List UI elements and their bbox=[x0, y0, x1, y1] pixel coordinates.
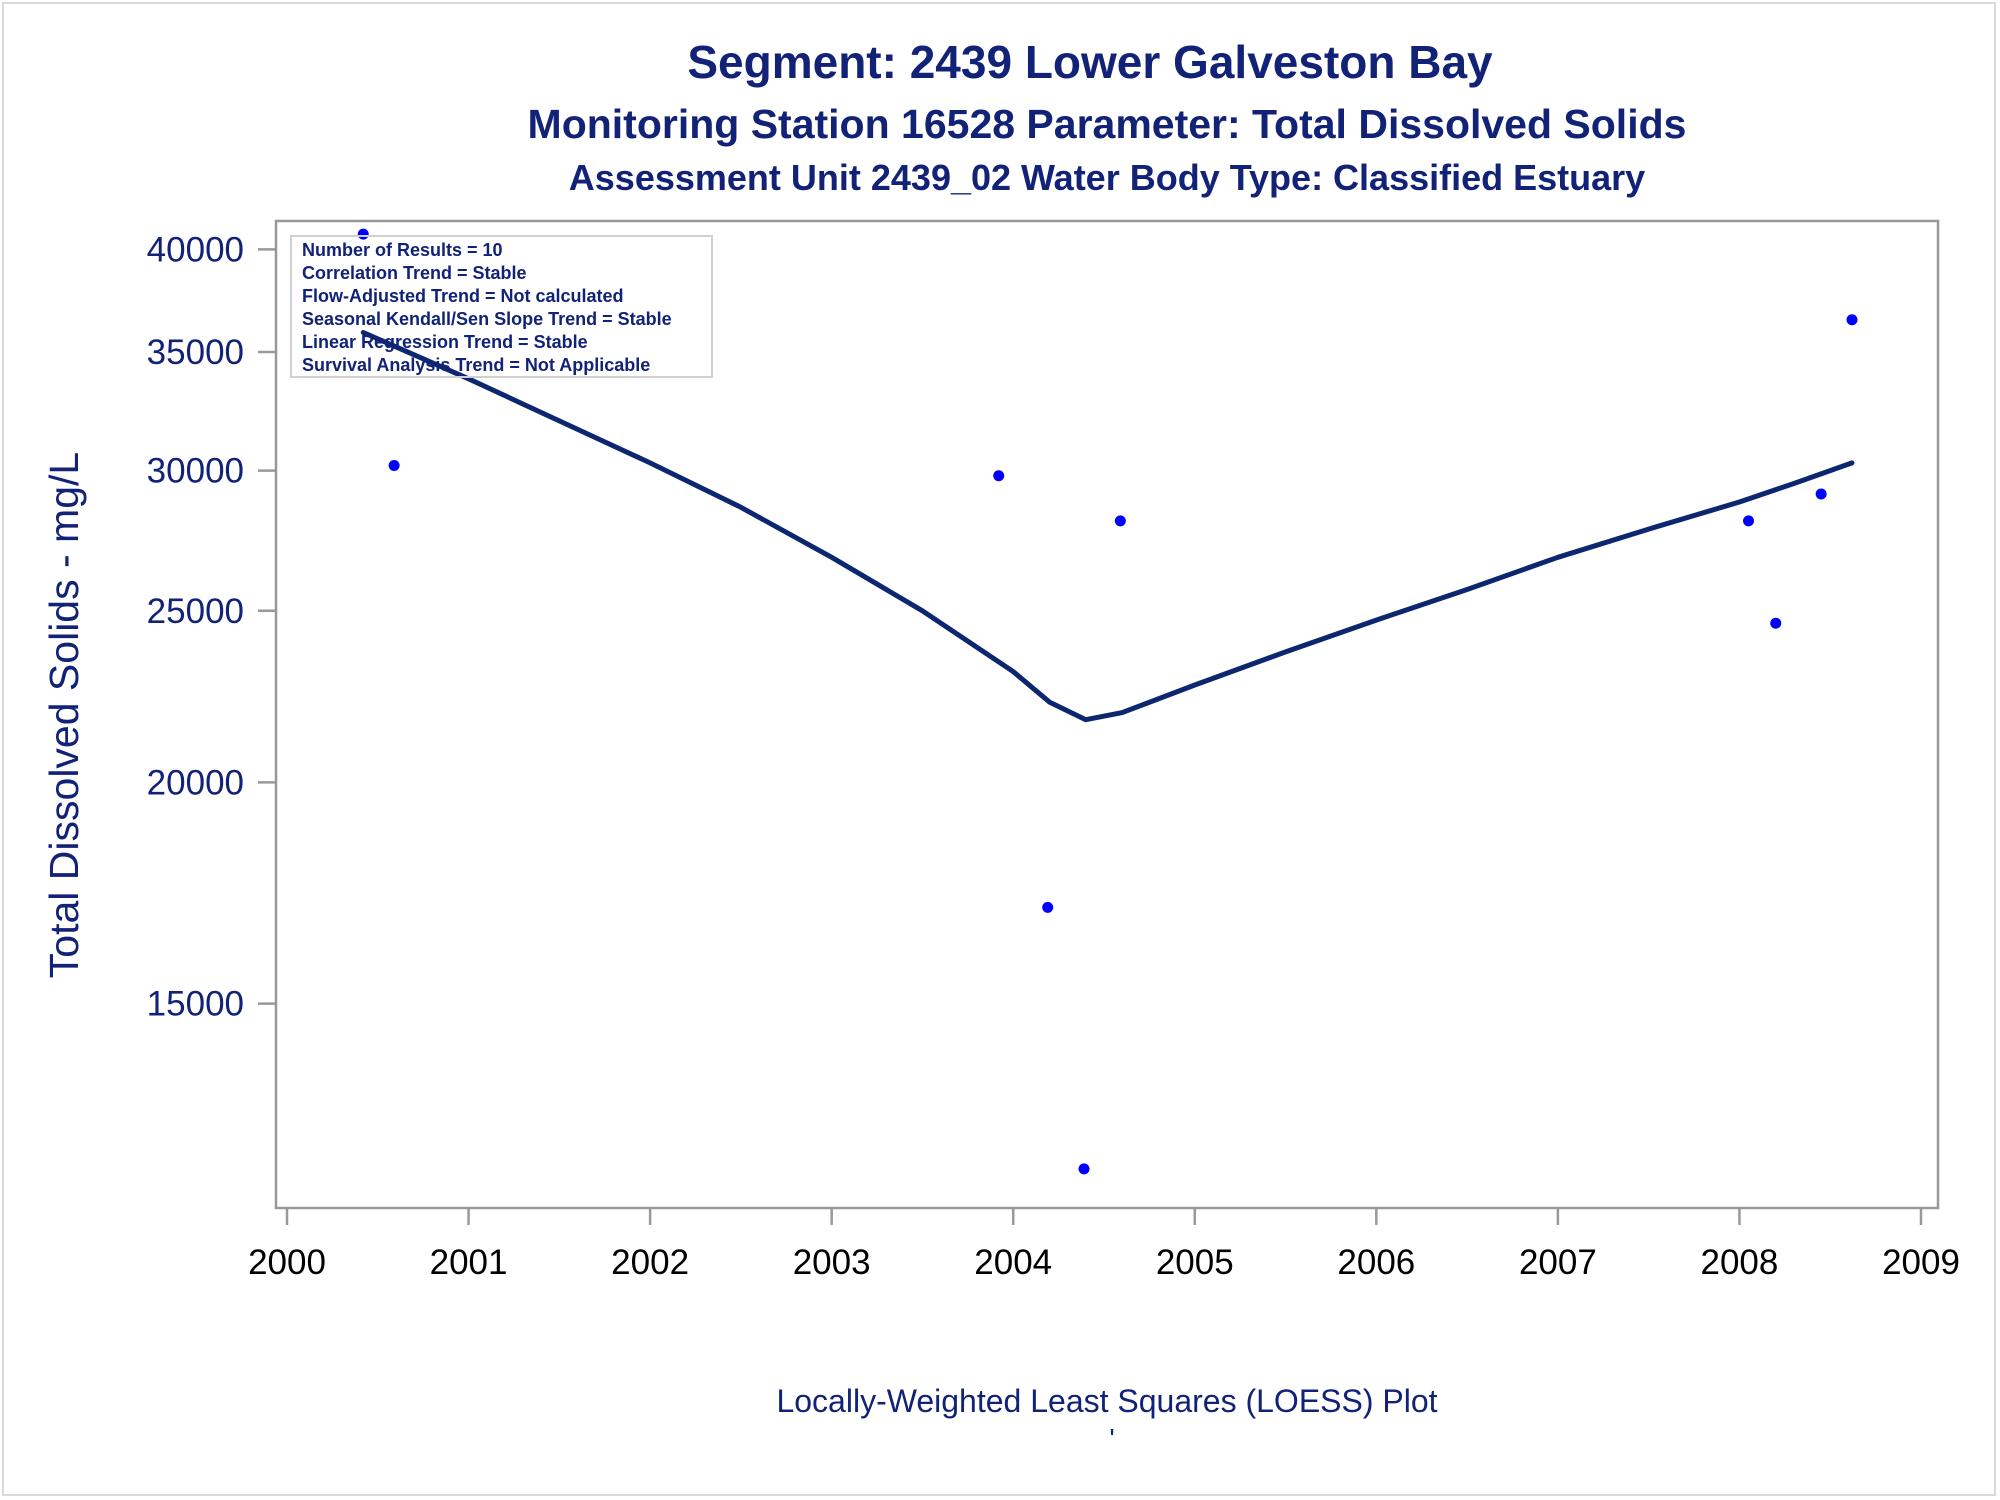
chart-subtitle-assessment: Assessment Unit 2439_02 Water Body Type:… bbox=[569, 157, 1645, 198]
y-tick-label-15000: 15000 bbox=[147, 985, 244, 1024]
x-tick-label-2007: 2007 bbox=[1519, 1243, 1597, 1282]
trend-info-box: Number of Results = 10 Correlation Trend… bbox=[290, 235, 713, 378]
x-tick-label-2009: 2009 bbox=[1882, 1243, 1960, 1282]
data-point-5 bbox=[1078, 1163, 1090, 1175]
data-point-6 bbox=[1114, 515, 1126, 527]
plot-area bbox=[274, 219, 1940, 1210]
y-axis-label: Total Dissolved Solids - mg/L bbox=[41, 452, 87, 978]
loess-trend-line bbox=[360, 330, 1855, 723]
loess-layer bbox=[360, 330, 1855, 723]
footnote-mark: ' bbox=[1109, 1423, 1114, 1454]
x-tick-label-2003: 2003 bbox=[793, 1243, 871, 1282]
y-tick-label-40000: 40000 bbox=[147, 230, 244, 269]
footnote: Locally-Weighted Least Squares (LOESS) P… bbox=[776, 1383, 1437, 1419]
chart-title: Segment: 2439 Lower Galveston Bay bbox=[687, 36, 1493, 88]
info-line-survival: Survival Analysis Trend = Not Applicable bbox=[302, 355, 650, 375]
data-point-10 bbox=[1846, 314, 1858, 326]
data-point-9 bbox=[1815, 488, 1827, 500]
data-point-2 bbox=[388, 459, 400, 471]
x-tick-label-2000: 2000 bbox=[248, 1243, 326, 1282]
y-tick-label-30000: 30000 bbox=[147, 452, 244, 491]
y-tick-label-25000: 25000 bbox=[147, 592, 244, 631]
info-line-linear-regression: Linear Regression Trend = Stable bbox=[302, 332, 588, 352]
data-point-4 bbox=[1042, 901, 1054, 913]
info-line-flow-adjusted: Flow-Adjusted Trend = Not calculated bbox=[302, 286, 624, 306]
x-tick-label-2002: 2002 bbox=[611, 1243, 689, 1282]
info-line-seasonal-kendall: Seasonal Kendall/Sen Slope Trend = Stabl… bbox=[302, 309, 672, 329]
y-tick-label-20000: 20000 bbox=[147, 763, 244, 802]
chart-subtitle-station: Monitoring Station 16528 Parameter: Tota… bbox=[528, 101, 1687, 147]
data-point-1 bbox=[357, 228, 369, 240]
x-tick-label-2006: 2006 bbox=[1337, 1243, 1415, 1282]
info-box-border bbox=[290, 235, 713, 378]
info-line-results: Number of Results = 10 bbox=[302, 240, 503, 260]
data-point-3 bbox=[993, 470, 1005, 482]
x-tick-label-2001: 2001 bbox=[430, 1243, 508, 1282]
x-tick-label-2008: 2008 bbox=[1701, 1243, 1779, 1282]
x-tick-label-2005: 2005 bbox=[1156, 1243, 1234, 1282]
data-point-7 bbox=[1743, 515, 1755, 527]
x-tick-label-2004: 2004 bbox=[974, 1243, 1052, 1282]
y-tick-label-35000: 35000 bbox=[147, 333, 244, 372]
x-axis-ticks: 2000 2001 2002 2003 2004 2005 2006 2007 2008 2009 bbox=[248, 1208, 1960, 1282]
y-axis-ticks: 15000 20000 25000 30000 35000 40000 bbox=[147, 230, 276, 1024]
data-point-8 bbox=[1770, 617, 1782, 629]
info-line-correlation: Correlation Trend = Stable bbox=[302, 263, 527, 283]
